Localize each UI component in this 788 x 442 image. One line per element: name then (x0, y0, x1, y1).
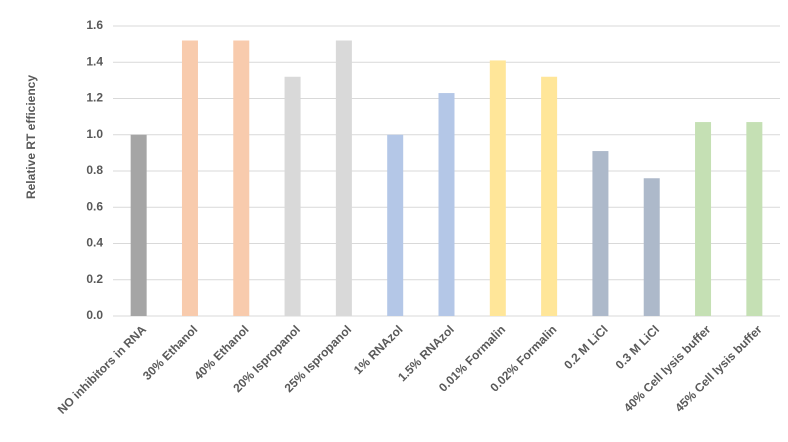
y-tick-label: 0.6 (86, 199, 103, 213)
x-tick-label: 0.3 M LiCl (613, 322, 663, 372)
y-tick-label: 1.0 (86, 127, 103, 141)
bar (387, 134, 404, 316)
y-tick-label: 0.4 (86, 236, 103, 250)
bar (489, 60, 506, 316)
y-tick-label: 0.0 (86, 308, 103, 322)
bar (284, 76, 301, 316)
bar (541, 76, 558, 316)
bar (746, 122, 763, 316)
y-tick-label: 1.4 (86, 54, 103, 68)
x-tick-label: 45% Cell lysis buffer (672, 322, 765, 415)
x-tick-label: 1% RNAzol (351, 322, 406, 377)
bar (181, 40, 198, 316)
x-tick-label: NO inhibitors in RNA (55, 322, 150, 417)
bar (130, 134, 147, 316)
bar (438, 93, 455, 316)
bar (695, 122, 712, 316)
y-tick-label: 0.8 (86, 163, 103, 177)
bar (335, 40, 352, 316)
y-tick-label: 0.2 (86, 272, 103, 286)
y-axis-label: Relative RT efficiency (24, 75, 38, 199)
bar (643, 178, 660, 316)
y-tick-label: 1.2 (86, 91, 103, 105)
x-tick-label: 0.2 M LiCl (561, 322, 611, 372)
x-tick-label: 40% Cell lysis buffer (621, 322, 714, 415)
y-tick-label: 1.6 (86, 18, 103, 32)
bar (233, 40, 250, 316)
bar (592, 151, 609, 316)
